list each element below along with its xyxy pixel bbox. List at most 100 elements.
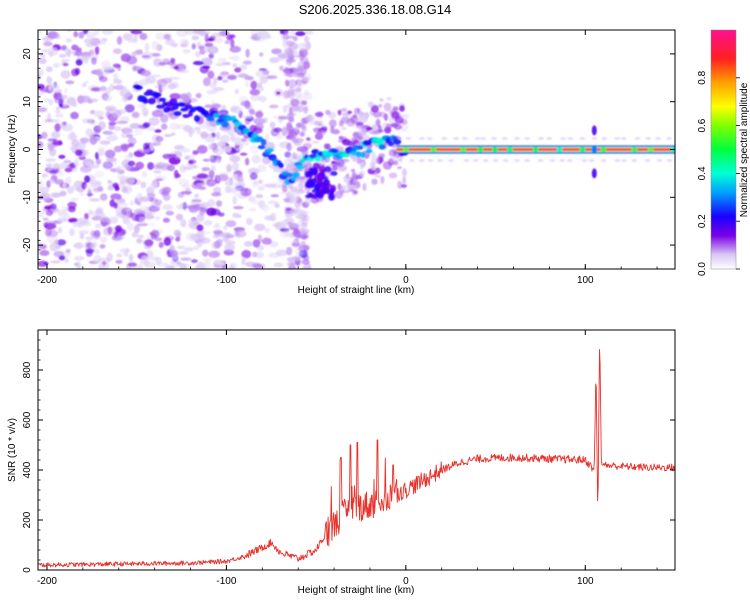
noise-blob <box>120 143 130 150</box>
band-halo <box>634 137 641 140</box>
noise-blob <box>215 200 223 207</box>
ridge-blob <box>387 141 394 147</box>
ridge-blob <box>314 156 321 162</box>
band-halo <box>397 159 404 162</box>
noise-blob <box>286 123 294 134</box>
noise-blob <box>400 122 409 132</box>
noise-blob <box>113 78 123 85</box>
noise-blob <box>196 241 203 248</box>
noise-blob <box>124 248 130 254</box>
noise-blob <box>119 180 126 189</box>
noise-blob <box>142 122 151 128</box>
noise-blob <box>62 94 68 100</box>
noise-blob <box>251 154 262 164</box>
noise-blob <box>84 175 91 183</box>
noise-blob <box>244 157 250 166</box>
band-halo <box>655 137 662 140</box>
ridge-blob <box>292 171 300 178</box>
noise-blob <box>173 65 179 70</box>
noise-blob <box>146 192 156 198</box>
noise-blob <box>202 77 211 87</box>
noise-blob <box>229 45 242 53</box>
noise-blob <box>258 95 267 103</box>
band-halo <box>441 137 448 140</box>
noise-blob <box>357 127 367 137</box>
noise-blob <box>95 158 102 166</box>
noise-blob <box>391 110 400 120</box>
noise-blob <box>251 181 258 188</box>
noise-blob <box>182 49 191 54</box>
noise-blob <box>353 139 360 145</box>
noise-blob <box>215 62 225 67</box>
noise-blob <box>249 124 257 132</box>
noise-blob <box>167 153 177 158</box>
noise-blob <box>124 176 136 185</box>
noise-blob <box>302 142 312 150</box>
noise-blob <box>95 223 102 229</box>
noise-blob <box>211 241 222 250</box>
noise-blob <box>126 207 131 217</box>
noise-blob <box>287 156 293 162</box>
noise-blob <box>254 251 265 259</box>
ridge-blob <box>360 151 366 158</box>
noise-blob <box>199 208 206 216</box>
noise-blob <box>188 204 200 213</box>
snr-x-axis-label: Height of straight line (km) <box>298 585 415 596</box>
noise-blob <box>303 92 313 101</box>
noise-blob <box>159 113 169 123</box>
noise-blob <box>370 165 376 171</box>
band-halo <box>601 137 608 140</box>
noise-blob <box>180 190 193 195</box>
noise-blob <box>41 172 47 179</box>
noise-blob <box>214 37 224 44</box>
noise-blob <box>196 224 204 232</box>
noise-blob <box>255 110 264 119</box>
noise-blob <box>84 241 92 251</box>
noise-blob <box>271 48 282 55</box>
noise-blob <box>131 231 139 238</box>
noise-blob <box>252 251 258 258</box>
noise-blob <box>38 69 44 77</box>
noise-blob <box>289 30 296 36</box>
noise-blob <box>55 33 61 40</box>
noise-blob <box>127 160 136 167</box>
noise-blob <box>290 104 301 113</box>
noise-blob <box>149 256 160 261</box>
band-halo <box>537 159 544 162</box>
noise-blob <box>129 122 142 129</box>
noise-blob <box>301 125 307 133</box>
noise-blob <box>97 121 106 131</box>
noise-blob <box>310 196 320 204</box>
noise-blob <box>261 204 270 212</box>
noise-blob <box>113 145 123 153</box>
noise-blob <box>249 144 259 154</box>
noise-blob <box>297 181 304 192</box>
noise-blob <box>352 190 358 195</box>
noise-blob <box>207 70 215 79</box>
noise-blob <box>212 229 223 235</box>
ridge-blob <box>313 167 319 175</box>
colorbar-ticks: 0.0 0.2 0.4 0.6 0.8 <box>697 70 740 276</box>
noise-blob <box>65 38 73 43</box>
band-halo <box>559 159 566 162</box>
band-node <box>492 147 498 152</box>
noise-blob <box>113 126 122 132</box>
noise-blob <box>39 249 50 257</box>
noise-blob <box>230 38 235 48</box>
noise-blob <box>289 193 294 204</box>
noise-blob <box>176 245 186 250</box>
noise-blob <box>68 228 75 237</box>
noise-blob <box>224 243 236 252</box>
noise-blob <box>294 87 302 93</box>
noise-blob <box>50 118 60 123</box>
ridge-blob <box>324 166 332 172</box>
noise-blob <box>194 127 201 131</box>
band-node <box>600 147 607 152</box>
ridge-blob <box>378 144 386 150</box>
noise-blob <box>300 266 310 269</box>
noise-blob <box>196 173 209 179</box>
noise-blob <box>63 159 72 164</box>
noise-blob <box>250 80 258 90</box>
noise-blob <box>150 52 161 57</box>
noise-blob <box>195 92 202 99</box>
